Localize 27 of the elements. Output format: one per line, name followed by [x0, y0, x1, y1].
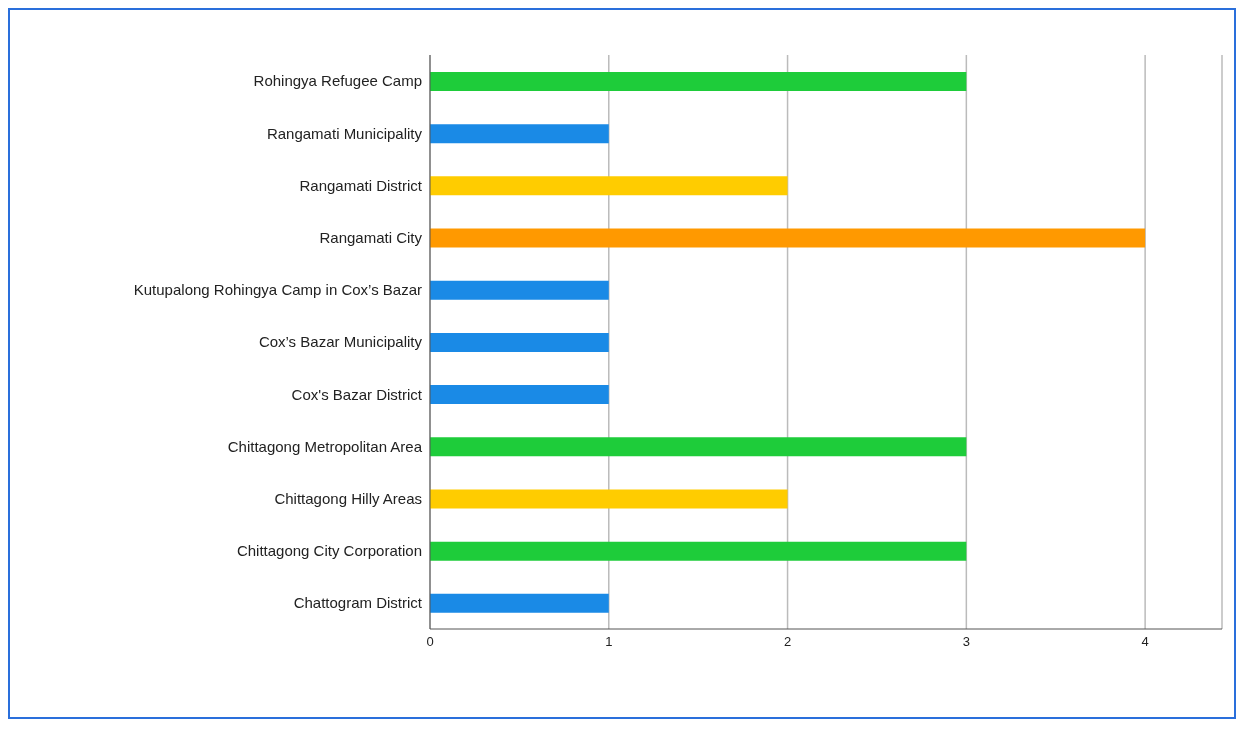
bar: [430, 72, 967, 91]
x-tick-label: 3: [962, 634, 970, 650]
y-tick-label: Rangamati Municipality: [266, 124, 423, 142]
bar: [430, 176, 788, 196]
y-tick-label: Chittagong Metropolitan Area: [227, 437, 423, 455]
bar: [430, 280, 609, 300]
bar: [430, 228, 1146, 248]
y-tick-label: Rohingya Refugee Camp: [253, 72, 422, 90]
y-tick-label: Chittagong Hilly Areas: [274, 489, 422, 507]
y-tick-label: Chattogram District: [293, 594, 423, 612]
bar: [430, 437, 967, 457]
y-tick-label: Rangamati District: [299, 176, 423, 194]
bar: [430, 385, 609, 405]
y-tick-label: Cox’s Bazar Municipality: [258, 333, 423, 351]
x-tick-label: 0: [426, 634, 434, 650]
bar: [430, 332, 609, 352]
y-tick-label: Cox's Bazar District: [291, 385, 423, 403]
bar: [430, 593, 609, 613]
bar: [430, 541, 967, 561]
x-tick-label: 2: [783, 634, 792, 650]
y-tick-label: Rangamati City: [319, 228, 423, 246]
bar: [430, 489, 788, 509]
x-tick-label: 4: [1141, 634, 1149, 650]
y-tick-label: Kutupalong Rohingya Camp in Cox’s Bazar: [133, 281, 422, 299]
y-tick-label: Chittagong City Corporation: [236, 542, 422, 560]
bar: [430, 124, 609, 144]
x-tick-label: 1: [605, 634, 613, 650]
